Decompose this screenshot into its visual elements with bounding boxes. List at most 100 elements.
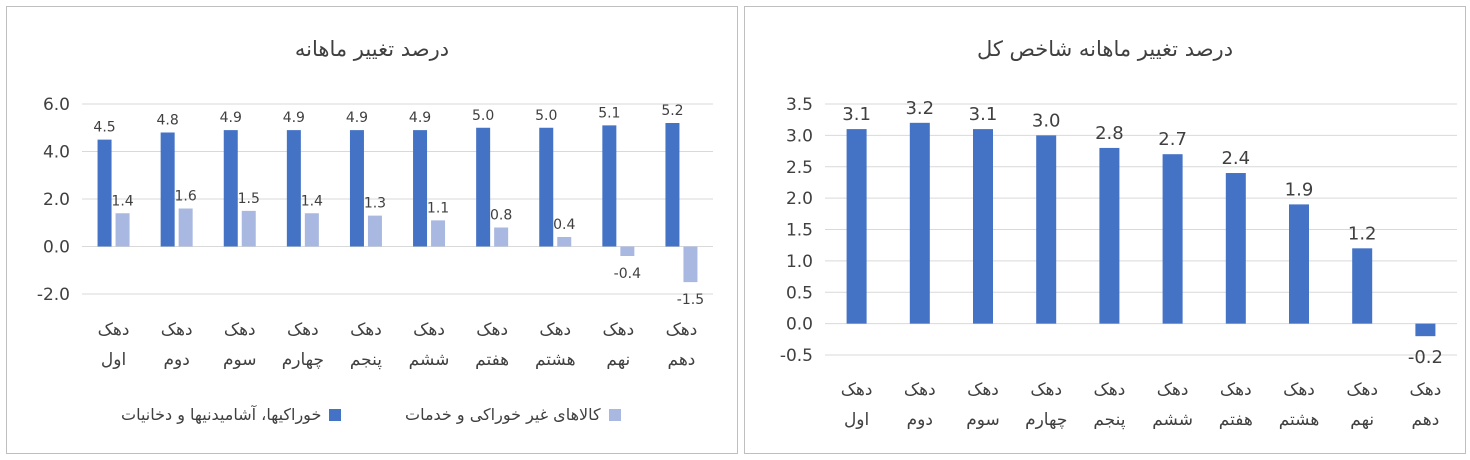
- data-label: 4.9: [409, 110, 431, 126]
- y-tick-label: 0.5: [786, 283, 813, 303]
- y-tick-label: 3.5: [786, 95, 813, 115]
- data-label: 2.8: [1095, 123, 1124, 144]
- data-label: 1.4: [301, 193, 323, 209]
- bar: [304, 213, 319, 247]
- bar: [286, 130, 301, 247]
- x-tick-label: دهک: [539, 320, 571, 340]
- data-label: -1.5: [677, 292, 704, 308]
- bar: [973, 129, 993, 324]
- x-tick-label: سوم: [223, 350, 257, 370]
- bar: [620, 246, 635, 256]
- y-tick-label: 4.0: [43, 143, 70, 163]
- y-tick-label: 0.0: [786, 315, 813, 335]
- x-tick-label: دوم: [907, 410, 933, 430]
- x-tick-label: نهم: [606, 350, 630, 370]
- x-tick-label: دهک: [413, 320, 445, 340]
- bar: [539, 127, 554, 247]
- bar: [413, 130, 428, 247]
- x-tick-label: هفتم: [1219, 410, 1253, 430]
- x-tick-label: دهک: [1283, 380, 1315, 400]
- legend-swatch-food: [329, 408, 342, 421]
- legend-label-food: خوراکیها، آشامیدنیها و دخانیات: [121, 405, 322, 424]
- legend-label-nonfood: کالاهای غیر خوراکی و خدمات: [405, 405, 601, 424]
- data-label: 4.5: [93, 120, 115, 136]
- x-tick-label: دهک: [1157, 380, 1189, 400]
- x-tick-label: دهک: [224, 320, 256, 340]
- bar: [602, 125, 617, 247]
- data-label: 1.4: [111, 193, 133, 209]
- bar: [160, 132, 175, 247]
- data-label: 4.9: [346, 110, 368, 126]
- y-tick-label: 2.5: [786, 158, 813, 178]
- y-tick-label: 1.0: [786, 252, 813, 272]
- x-tick-label: هشتم: [535, 350, 576, 370]
- bar: [1162, 154, 1183, 324]
- data-label: 5.0: [535, 108, 557, 124]
- x-tick-label: دهک: [967, 380, 999, 400]
- bar: [1289, 204, 1309, 324]
- data-label: 4.8: [157, 113, 179, 129]
- x-tick-label: ششم: [1152, 410, 1193, 430]
- x-tick-label: دهک: [841, 380, 873, 400]
- x-tick-label: ششم: [409, 350, 450, 370]
- x-tick-label: دهک: [98, 320, 130, 340]
- bar: [367, 215, 382, 247]
- chart-panel-total-index: درصد تغییر ماهانه شاخص کل 3.5 3.0 2.5 2.0 1.…: [744, 6, 1466, 454]
- x-tick-label: دهک: [1346, 380, 1378, 400]
- bar: [178, 208, 193, 247]
- x-tick-label: دهک: [161, 320, 193, 340]
- data-label: 5.1: [598, 105, 620, 121]
- data-label: 1.9: [1285, 179, 1314, 200]
- bar: [683, 246, 698, 283]
- bar: [1036, 135, 1057, 324]
- y-tick-label: 0.0: [43, 238, 70, 258]
- bar: [223, 130, 238, 247]
- data-label: 5.2: [661, 103, 683, 119]
- x-tick-label: دهک: [666, 320, 698, 340]
- bar: [97, 139, 112, 247]
- x-tick-label: چهارم: [282, 350, 324, 370]
- x-tick-label: پنجم: [1093, 410, 1125, 430]
- bar: [349, 130, 364, 247]
- data-label: 5.0: [472, 108, 494, 124]
- bar: [241, 210, 256, 247]
- data-label: 4.9: [283, 110, 305, 126]
- bar: [431, 220, 446, 247]
- x-tick-label: دهک: [287, 320, 319, 340]
- x-tick-label: پنجم: [350, 350, 382, 370]
- bar: [557, 237, 572, 247]
- x-tick-label: هشتم: [1279, 410, 1320, 430]
- x-tick-label: دهم: [1411, 410, 1439, 430]
- x-tick-label: دهک: [476, 320, 508, 340]
- y-tick-label: 2.0: [43, 190, 70, 210]
- x-tick-label: هفتم: [475, 350, 509, 370]
- x-tick-label: دوم: [163, 350, 189, 370]
- data-label: -0.2: [1408, 347, 1443, 368]
- x-tick-label: دهک: [1094, 380, 1126, 400]
- bar: [476, 127, 491, 247]
- y-tick-label: 2.0: [786, 189, 813, 209]
- bar: [115, 213, 130, 247]
- x-tick-label: اول: [101, 350, 126, 370]
- data-label: 3.0: [1032, 110, 1061, 131]
- legend-swatch-nonfood: [608, 408, 621, 421]
- data-label: 2.4: [1221, 148, 1250, 169]
- data-label: 1.6: [175, 189, 197, 205]
- bar: [1099, 147, 1120, 324]
- data-label: 1.3: [364, 196, 386, 212]
- bar: [846, 129, 867, 324]
- data-label: 1.1: [427, 200, 449, 216]
- x-tick-label: دهک: [904, 380, 936, 400]
- x-tick-label: دهک: [1030, 380, 1062, 400]
- data-label: 0.8: [490, 208, 512, 224]
- data-label: 1.5: [238, 191, 260, 207]
- x-tick-label: اول: [844, 410, 869, 430]
- data-label: -0.4: [614, 266, 641, 282]
- x-tick-label: دهک: [350, 320, 382, 340]
- y-tick-label: 3.0: [786, 126, 813, 146]
- chart-title: درصد تغییر ماهانه: [294, 37, 450, 61]
- data-label: 0.4: [553, 217, 575, 233]
- data-label: 3.1: [842, 104, 871, 125]
- x-tick-label: چهارم: [1025, 410, 1067, 430]
- bar: [1352, 248, 1373, 324]
